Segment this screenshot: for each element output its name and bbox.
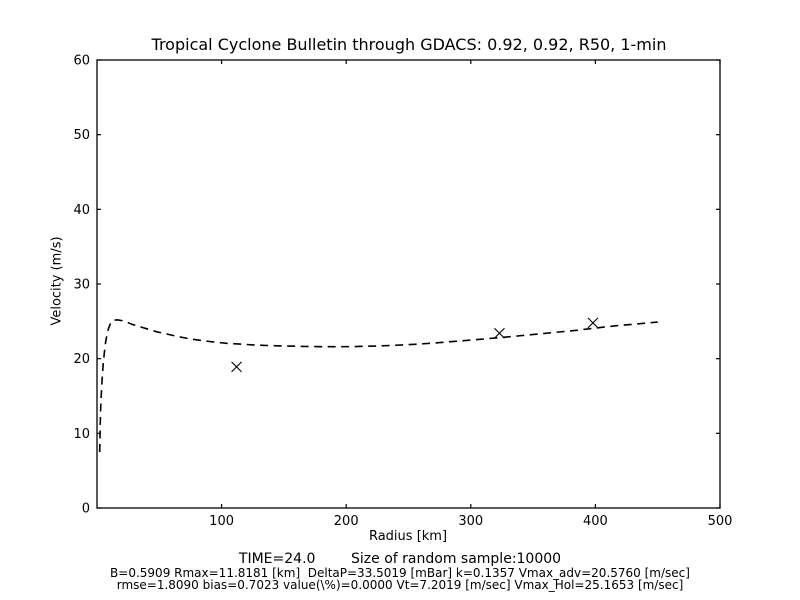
y-tick-label: 50	[73, 128, 90, 143]
x-tick-label: 100	[209, 514, 234, 529]
y-tick-label: 60	[73, 54, 90, 69]
x-tick-label: 300	[458, 514, 483, 529]
chart-title: Tropical Cyclone Bulletin through GDACS:…	[151, 35, 667, 54]
caption-time-and-sample: TIME=24.0 Size of random sample:10000	[238, 551, 562, 567]
x-tick-label: 500	[708, 514, 733, 529]
y-axis-label: Velocity (m/s)	[49, 236, 65, 326]
wind-profile-dashed-line	[98, 318, 658, 453]
x-marker	[587, 317, 599, 329]
caption-fit-statistics: rmse=1.8090 bias=0.7023 value(\%)=0.0000…	[116, 578, 684, 592]
axes-frame	[96, 59, 721, 509]
x-marker	[231, 361, 242, 373]
x-tick-label: 200	[334, 514, 359, 529]
y-tick-label: 10	[73, 427, 90, 442]
x-tick-label: 400	[583, 514, 608, 529]
x-marker	[494, 327, 505, 339]
y-tick-label: 30	[73, 278, 90, 293]
y-tick-label: 40	[73, 203, 90, 218]
caption-model-parameters: B=0.5909 Rmax=11.8181 [km] DeltaP=33.501…	[110, 566, 690, 580]
x-axis-label: Radius [km]	[368, 529, 448, 544]
y-tick-label: 20	[73, 352, 90, 367]
y-tick-label: 0	[82, 502, 90, 517]
